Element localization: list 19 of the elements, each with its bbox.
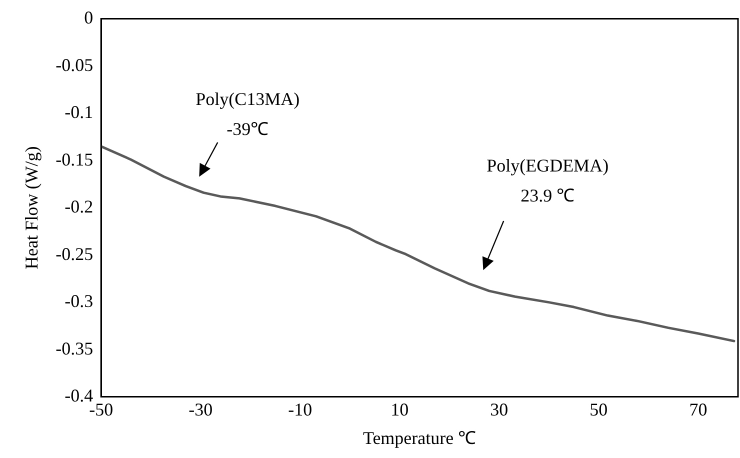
annotation: Poly(EGDEMA) 23.9 ℃	[486, 155, 609, 206]
x-axis-title: Temperature ℃	[362, 428, 476, 448]
y-tick-label: -0.4	[64, 386, 94, 406]
x-tick-label: 30	[490, 399, 508, 420]
y-tick-label: -0.3	[64, 291, 94, 312]
y-tick-label: -0.05	[56, 54, 94, 75]
y-tick-label: -0.2	[64, 196, 94, 217]
annotation: Poly(C13MA) -39℃	[196, 89, 300, 140]
x-tick-label: -30	[188, 399, 213, 420]
x-tick-label: 50	[590, 399, 608, 420]
y-tick-label: -0.35	[56, 338, 94, 358]
x-tick-label: 70	[689, 399, 708, 420]
x-tick-label: -10	[288, 399, 312, 420]
x-tick-label: 10	[390, 399, 409, 420]
y-axis-title: Heat Flow (W/g)	[22, 146, 42, 270]
y-tick-label: -0.25	[56, 244, 94, 264]
y-tick-label: 0	[84, 8, 94, 28]
y-tick-label: -0.15	[56, 149, 94, 170]
y-tick-label: -0.1	[64, 102, 94, 122]
